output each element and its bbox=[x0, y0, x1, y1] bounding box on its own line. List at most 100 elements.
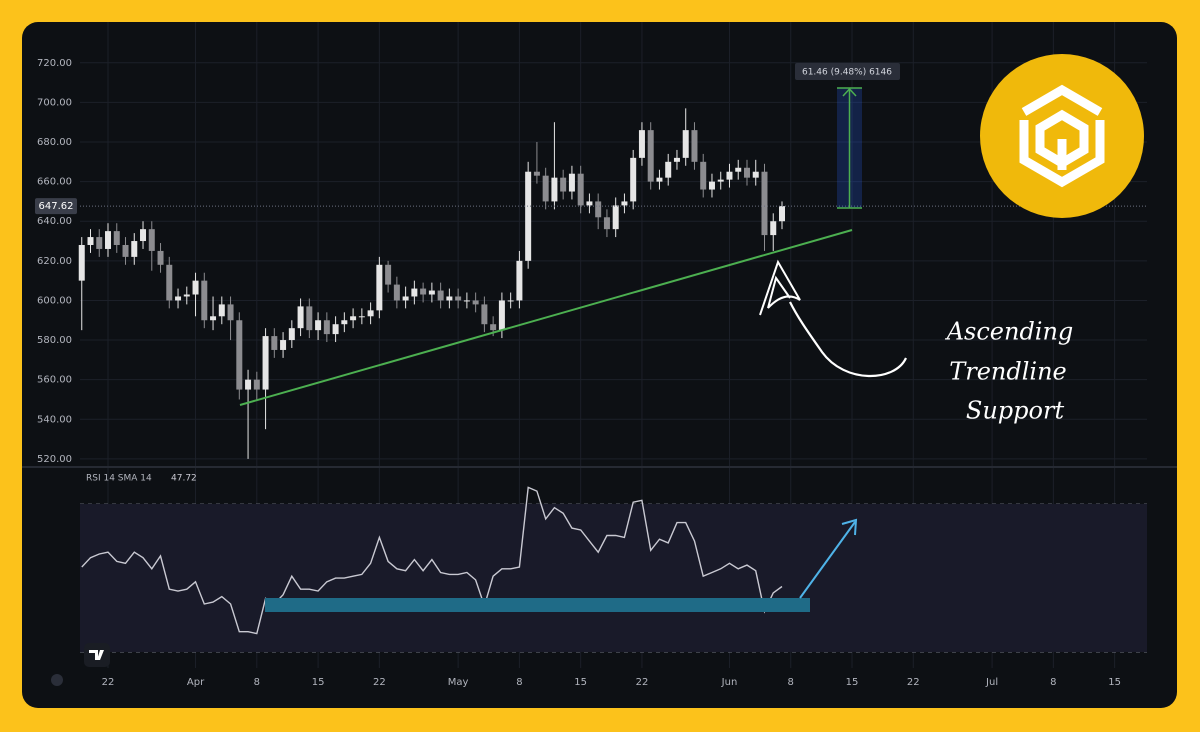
candle-body bbox=[113, 231, 120, 245]
candle-body bbox=[96, 237, 103, 249]
candle-body bbox=[140, 229, 147, 242]
candle-body bbox=[560, 177, 567, 192]
candle-body bbox=[577, 173, 584, 206]
y-tick-label: 680.00 bbox=[37, 137, 72, 148]
y-tick-label: 620.00 bbox=[37, 256, 72, 267]
candle-body bbox=[673, 157, 680, 162]
x-tick-label: 8 bbox=[254, 677, 260, 688]
y-tick-label: 640.00 bbox=[37, 216, 72, 227]
rsi-name: RSI 14 SMA 14 bbox=[86, 474, 152, 484]
candle-body bbox=[700, 161, 707, 190]
candle-body bbox=[341, 320, 348, 325]
x-tick-label: 15 bbox=[1108, 677, 1121, 688]
candle-body bbox=[175, 296, 182, 301]
rsi-arrow bbox=[799, 521, 856, 599]
candle-body bbox=[385, 264, 392, 285]
candle-body bbox=[717, 179, 724, 182]
candle-body bbox=[402, 296, 409, 301]
candle-body bbox=[288, 328, 295, 341]
rsi-arrowhead bbox=[841, 518, 858, 536]
rsi-band bbox=[80, 504, 1147, 652]
rsi-support-zone bbox=[265, 598, 810, 612]
candle-body bbox=[87, 237, 94, 245]
candle-body bbox=[752, 171, 759, 178]
candle-body bbox=[656, 177, 663, 182]
candle-body bbox=[315, 320, 322, 331]
candle-body bbox=[245, 379, 252, 390]
candle-body bbox=[726, 171, 733, 180]
candle-body bbox=[332, 324, 339, 335]
candle-body bbox=[367, 310, 374, 317]
x-tick-label: Jun bbox=[721, 677, 738, 688]
candle-body bbox=[148, 229, 155, 251]
candle-body bbox=[778, 206, 785, 222]
y-tick-label: 580.00 bbox=[37, 335, 72, 346]
last-price-label: 647.62 bbox=[39, 201, 74, 212]
x-tick-label: 8 bbox=[788, 677, 794, 688]
candle-body bbox=[481, 304, 488, 325]
annotation-line: Trendline bbox=[949, 358, 1067, 386]
candle-body bbox=[446, 296, 453, 301]
y-tick-label: 600.00 bbox=[37, 295, 72, 306]
candle-body bbox=[192, 280, 199, 295]
y-tick-label: 700.00 bbox=[37, 97, 72, 108]
y-tick-label: 660.00 bbox=[37, 177, 72, 188]
last-price-box bbox=[35, 198, 77, 215]
candle-body bbox=[516, 260, 523, 301]
candle-body bbox=[78, 244, 85, 281]
y-tick-label: 560.00 bbox=[37, 375, 72, 386]
candle-body bbox=[306, 306, 313, 331]
rsi-value: 47.72 bbox=[171, 474, 197, 484]
candle-body bbox=[490, 324, 497, 331]
candle-body bbox=[542, 175, 549, 202]
candle-body bbox=[420, 288, 427, 295]
candle-body bbox=[437, 290, 444, 301]
candle-body bbox=[323, 320, 330, 335]
x-tick-label: 8 bbox=[1050, 677, 1056, 688]
candle-body bbox=[131, 241, 138, 257]
candle-body bbox=[525, 171, 532, 261]
candle-body bbox=[236, 320, 243, 390]
x-tick-label: Apr bbox=[187, 677, 205, 688]
candle-body bbox=[621, 201, 628, 206]
candle-body bbox=[271, 336, 278, 350]
annotation-line: Ascending bbox=[945, 318, 1074, 346]
candle-body bbox=[638, 130, 645, 158]
candle-body bbox=[358, 316, 365, 318]
candle-body bbox=[630, 157, 637, 202]
settings-icon bbox=[51, 674, 63, 686]
candle-body bbox=[603, 217, 610, 230]
candle-body bbox=[463, 300, 470, 302]
hand-arrow bbox=[789, 301, 907, 378]
candle-body bbox=[507, 300, 514, 302]
x-tick-label: 15 bbox=[574, 677, 587, 688]
candle-body bbox=[472, 300, 479, 305]
candle-body bbox=[428, 290, 435, 295]
candle-body bbox=[253, 379, 260, 390]
candle-body bbox=[183, 294, 190, 297]
x-tick-label: 15 bbox=[312, 677, 325, 688]
candle-body bbox=[393, 284, 400, 301]
x-tick-label: 22 bbox=[907, 677, 920, 688]
candle-body bbox=[533, 171, 540, 176]
candle-body bbox=[411, 288, 418, 297]
bnb-logo bbox=[980, 54, 1144, 218]
candle-body bbox=[647, 130, 654, 182]
measure-label: 61.46 (9.48%) 6146 bbox=[802, 68, 892, 78]
candle-body bbox=[105, 231, 112, 249]
x-tick-label: Jul bbox=[985, 677, 998, 688]
candle-body bbox=[568, 173, 575, 192]
mark-layer bbox=[78, 108, 1147, 635]
candle-body bbox=[122, 244, 129, 257]
candle-body bbox=[691, 130, 698, 162]
candle-body bbox=[157, 250, 164, 265]
x-tick-label: 22 bbox=[373, 677, 386, 688]
candle-body bbox=[455, 296, 462, 301]
candle-body bbox=[218, 304, 225, 317]
hand-arrowhead bbox=[759, 259, 801, 316]
candle-body bbox=[586, 201, 593, 206]
candle-body bbox=[665, 161, 672, 178]
candle-body bbox=[262, 336, 269, 390]
candle-body bbox=[498, 300, 505, 331]
